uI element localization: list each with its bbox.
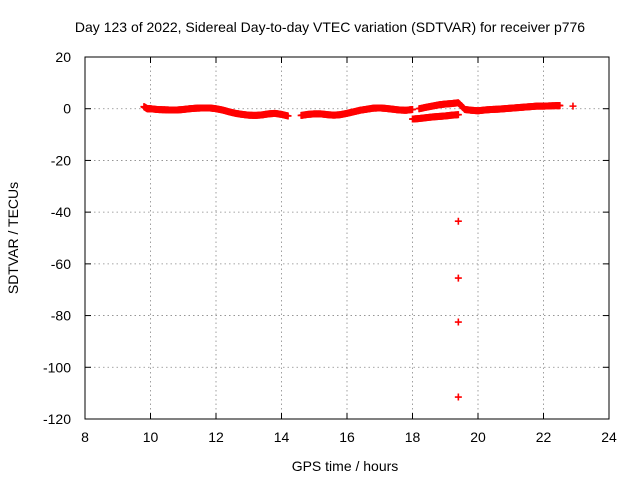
y-tick-label: 20 bbox=[55, 49, 71, 65]
tick-marks bbox=[84, 56, 610, 420]
y-tick-label: 0 bbox=[63, 101, 71, 117]
x-tick-label: 14 bbox=[274, 429, 290, 445]
y-axis-label: SDTVAR / TECUs bbox=[5, 182, 21, 294]
y-tick-labels: 20 0 -20 -40 -60 -80 -100 -120 bbox=[43, 49, 71, 427]
y-tick-label: -120 bbox=[43, 411, 71, 427]
x-tick-label: 12 bbox=[208, 429, 224, 445]
y-tick-label: -80 bbox=[51, 308, 71, 324]
data-point bbox=[454, 111, 462, 119]
data-point bbox=[556, 102, 564, 110]
data-point bbox=[454, 393, 462, 401]
data-point bbox=[454, 318, 462, 326]
data-point bbox=[454, 274, 462, 282]
data-point bbox=[284, 112, 292, 120]
data-points bbox=[140, 99, 577, 401]
chart-title: Day 123 of 2022, Sidereal Day-to-day VTE… bbox=[75, 19, 585, 35]
x-tick-label: 8 bbox=[81, 429, 89, 445]
y-tick-label: -60 bbox=[51, 256, 71, 272]
y-tick-label: -20 bbox=[51, 152, 71, 168]
y-tick-label: -40 bbox=[51, 204, 71, 220]
x-tick-label: 18 bbox=[405, 429, 421, 445]
x-tick-label: 20 bbox=[470, 429, 486, 445]
x-tick-label: 16 bbox=[339, 429, 355, 445]
data-point bbox=[454, 217, 462, 225]
x-tick-label: 10 bbox=[143, 429, 159, 445]
data-point bbox=[409, 105, 416, 113]
x-tick-label: 24 bbox=[601, 429, 617, 445]
x-tick-label: 22 bbox=[536, 429, 552, 445]
x-tick-labels: 8 10 12 14 16 18 20 22 24 bbox=[81, 429, 617, 445]
y-tick-label: -100 bbox=[43, 359, 71, 375]
data-point bbox=[569, 102, 577, 110]
x-axis-label: GPS time / hours bbox=[292, 458, 399, 474]
